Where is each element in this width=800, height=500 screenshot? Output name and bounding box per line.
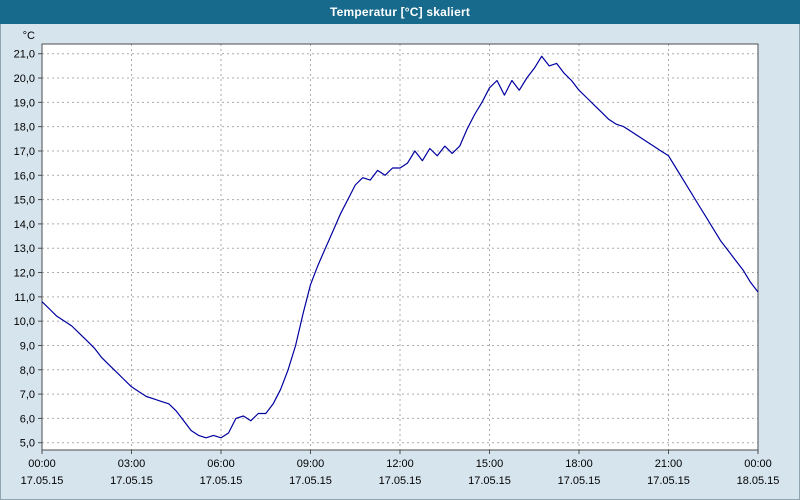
- x-tick-time-label: 00:00: [28, 458, 56, 470]
- y-tick-label: 18,0: [14, 122, 35, 134]
- x-tick-time-label: 15:00: [476, 458, 504, 470]
- plot-border: [41, 43, 759, 451]
- x-tick-time-label: 09:00: [297, 458, 325, 470]
- y-tick-label: 9,0: [20, 340, 35, 352]
- y-tick-label: 5,0: [20, 438, 35, 450]
- y-tick-label: 10,0: [14, 316, 35, 328]
- x-tick-date-label: 17.05.15: [21, 475, 64, 487]
- x-tick-time-label: 00:00: [744, 458, 772, 470]
- y-tick-label: 17,0: [14, 146, 35, 158]
- chart-title: Temperatur [°C] skaliert: [329, 5, 471, 19]
- y-tick-label: 7,0: [20, 389, 35, 401]
- y-tick-label: 20,0: [14, 73, 35, 85]
- y-tick-label: 16,0: [14, 170, 35, 182]
- y-tick-label: 15,0: [14, 195, 35, 207]
- y-tick-label: 6,0: [20, 413, 35, 425]
- x-tick-date-label: 17.05.15: [200, 475, 243, 487]
- y-tick-label: 14,0: [14, 219, 35, 231]
- x-tick-date-label: 17.05.15: [289, 475, 332, 487]
- x-tick-date-label: 18.05.15: [737, 475, 780, 487]
- y-tick-label: 21,0: [14, 49, 35, 61]
- temperature-line-chart: 21,0 20,0 19,0 18,0 17,0 16,0 15,0 14,0 13,0 12,0…: [14, 30, 780, 487]
- x-tick-time-label: 03:00: [118, 458, 146, 470]
- x-tick-date-label: 17.05.15: [468, 475, 511, 487]
- x-tick-date-label: 17.05.15: [647, 475, 690, 487]
- plot-area: [42, 44, 758, 450]
- x-tick-time-label: 06:00: [207, 458, 235, 470]
- x-tick-date-label: 17.05.15: [379, 475, 422, 487]
- y-tick-label: 12,0: [14, 268, 35, 280]
- y-tick-label: 19,0: [14, 97, 35, 109]
- x-tick-time-label: 21:00: [655, 458, 683, 470]
- x-tick-time-label: 12:00: [386, 458, 414, 470]
- y-tick-label: 8,0: [20, 365, 35, 377]
- y-tick-label: 13,0: [14, 243, 35, 255]
- x-tick-date-label: 17.05.15: [558, 475, 601, 487]
- x-tick-time-label: 18:00: [565, 458, 593, 470]
- temperature-series-line: [41, 55, 759, 439]
- y-axis-unit-label: °C: [23, 30, 35, 42]
- y-tick-label: 11,0: [14, 292, 35, 304]
- x-tick-date-label: 17.05.15: [110, 475, 153, 487]
- title-bar[interactable]: Temperatur [°C] skaliert: [0, 0, 800, 24]
